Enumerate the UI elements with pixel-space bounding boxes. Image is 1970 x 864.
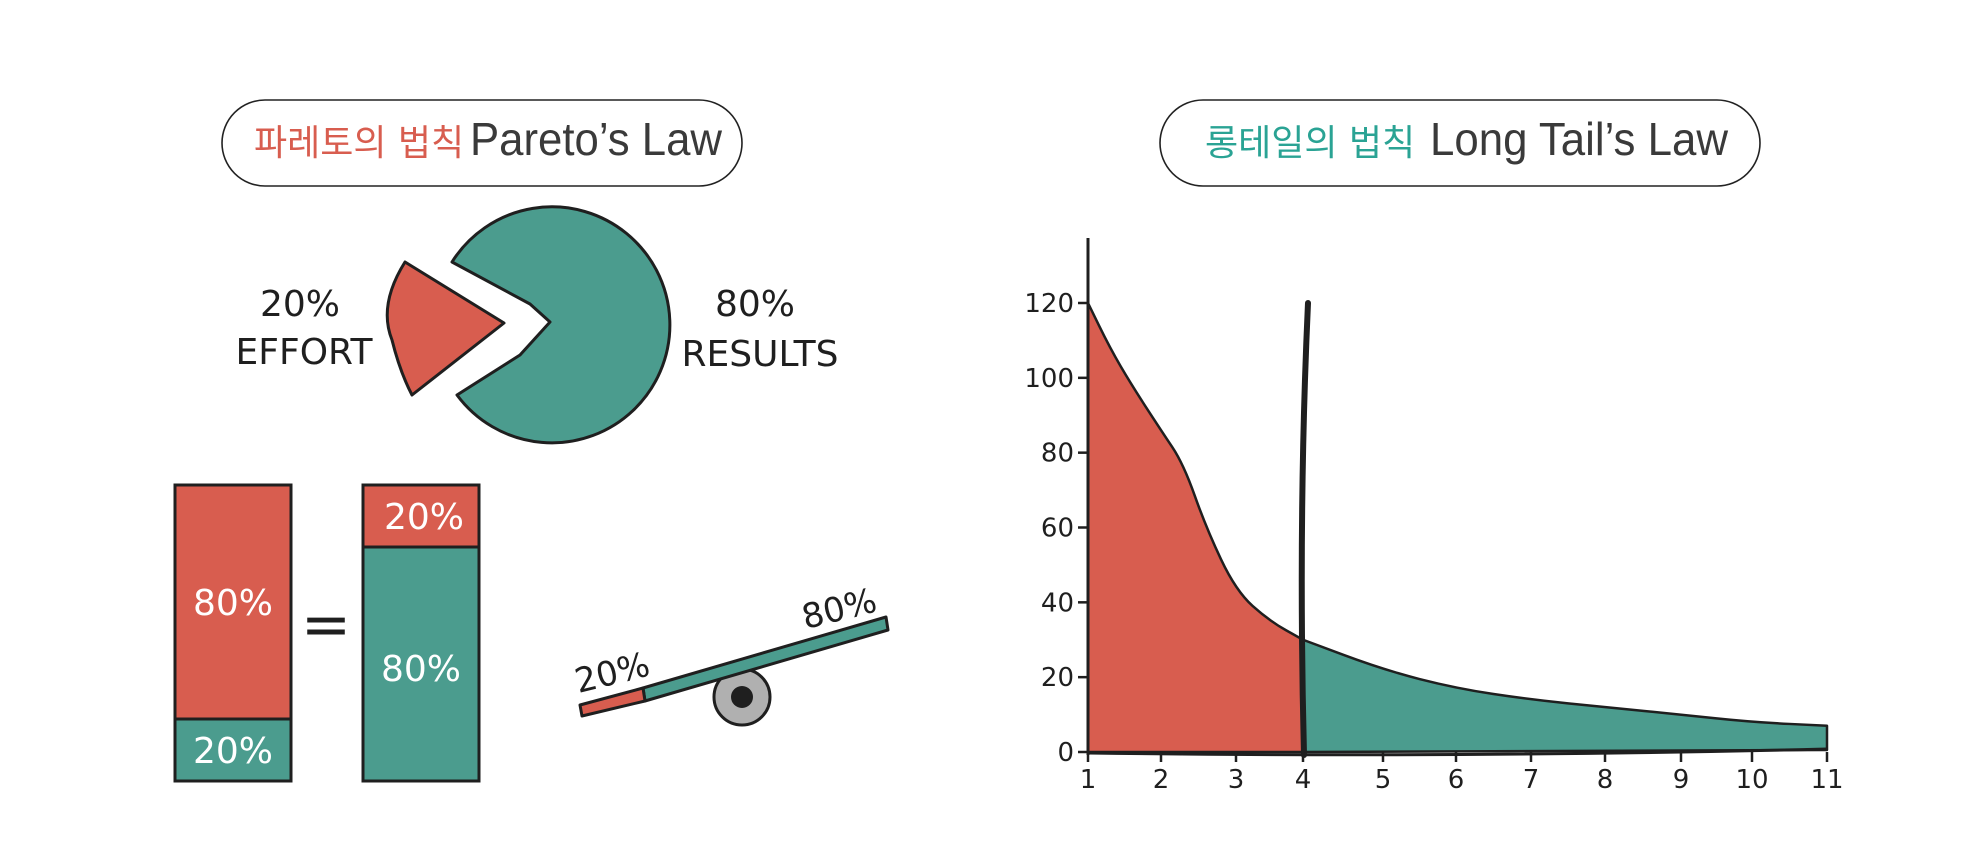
x-tick-label: 1 <box>1080 765 1097 795</box>
pareto-pie: 20% EFFORT 80% RESULTS <box>236 205 839 445</box>
longtail-tail-area <box>1301 638 1829 754</box>
pareto-title: 파레토의 법칙 Pareto’s Law <box>221 99 743 187</box>
longtail-x-axis <box>1087 747 1828 757</box>
pie-slice-results <box>450 205 672 445</box>
bar-left-bottom-label: 20% <box>193 731 273 772</box>
pareto-title-pill <box>221 99 743 187</box>
bar-left-bottom <box>173 717 293 783</box>
bar-right-bottom <box>361 545 481 783</box>
y-tick-label: 100 <box>1024 364 1074 394</box>
x-tick-label: 2 <box>1153 765 1170 795</box>
y-tick-label: 20 <box>1041 663 1074 693</box>
seesaw-pivot-center <box>731 686 753 708</box>
x-tick-label: 5 <box>1375 765 1392 795</box>
y-tick-label: 40 <box>1041 588 1074 618</box>
bar-right-top <box>361 483 481 549</box>
x-tick-label: 8 <box>1597 765 1614 795</box>
longtail-chart: 0 20 40 60 80 100 120 1 2 3 4 5 6 7 8 9 10 11 <box>1024 238 1844 795</box>
longtail-head-area <box>1086 301 1305 754</box>
equals-sign: = <box>301 590 351 660</box>
longtail-axes <box>1086 238 1828 758</box>
seesaw-plank-effort <box>578 686 647 718</box>
longtail-areas <box>1086 301 1829 754</box>
x-tick-label: 7 <box>1523 765 1540 795</box>
longtail-title-en: Long Tail’s Law <box>1430 113 1729 165</box>
pareto-title-en: Pareto’s Law <box>470 113 723 165</box>
y-tick-label: 80 <box>1041 439 1074 469</box>
x-tick-label: 3 <box>1228 765 1245 795</box>
x-tick-label: 10 <box>1735 765 1768 795</box>
longtail-title: 롱테일의 법칙 Long Tail’s Law <box>1159 99 1761 187</box>
x-tick-label: 9 <box>1673 765 1690 795</box>
pareto-bars: 80% 20% = 20% 80% <box>173 483 481 783</box>
pie-slice-effort <box>385 260 506 397</box>
bar-left-top <box>173 483 293 721</box>
bar-right-top-label: 20% <box>384 497 464 538</box>
longtail-split-line <box>1298 300 1311 758</box>
pie-results-label: RESULTS <box>682 334 839 375</box>
bar-left-top-label: 80% <box>193 583 273 624</box>
pareto-seesaw: 20% 80% <box>571 581 890 727</box>
y-tick-label: 0 <box>1057 738 1074 768</box>
longtail-ticks: 0 20 40 60 80 100 120 1 2 3 4 5 6 7 8 9 10 11 <box>1024 289 1843 795</box>
x-tick-label: 6 <box>1448 765 1465 795</box>
x-tick-label: 4 <box>1295 765 1312 795</box>
y-tick-label: 120 <box>1024 289 1074 319</box>
pie-results-pct: 80% <box>715 284 795 325</box>
pareto-title-kr: 파레토의 법칙 <box>254 123 464 164</box>
longtail-title-pill <box>1159 99 1761 187</box>
y-tick-label: 60 <box>1041 514 1074 544</box>
pie-effort-pct: 20% <box>260 284 340 325</box>
longtail-title-kr: 롱테일의 법칙 <box>1205 123 1415 164</box>
pie-effort-label: EFFORT <box>236 332 374 373</box>
x-tick-label: 11 <box>1810 765 1843 795</box>
bar-right-bottom-label: 80% <box>381 649 461 690</box>
